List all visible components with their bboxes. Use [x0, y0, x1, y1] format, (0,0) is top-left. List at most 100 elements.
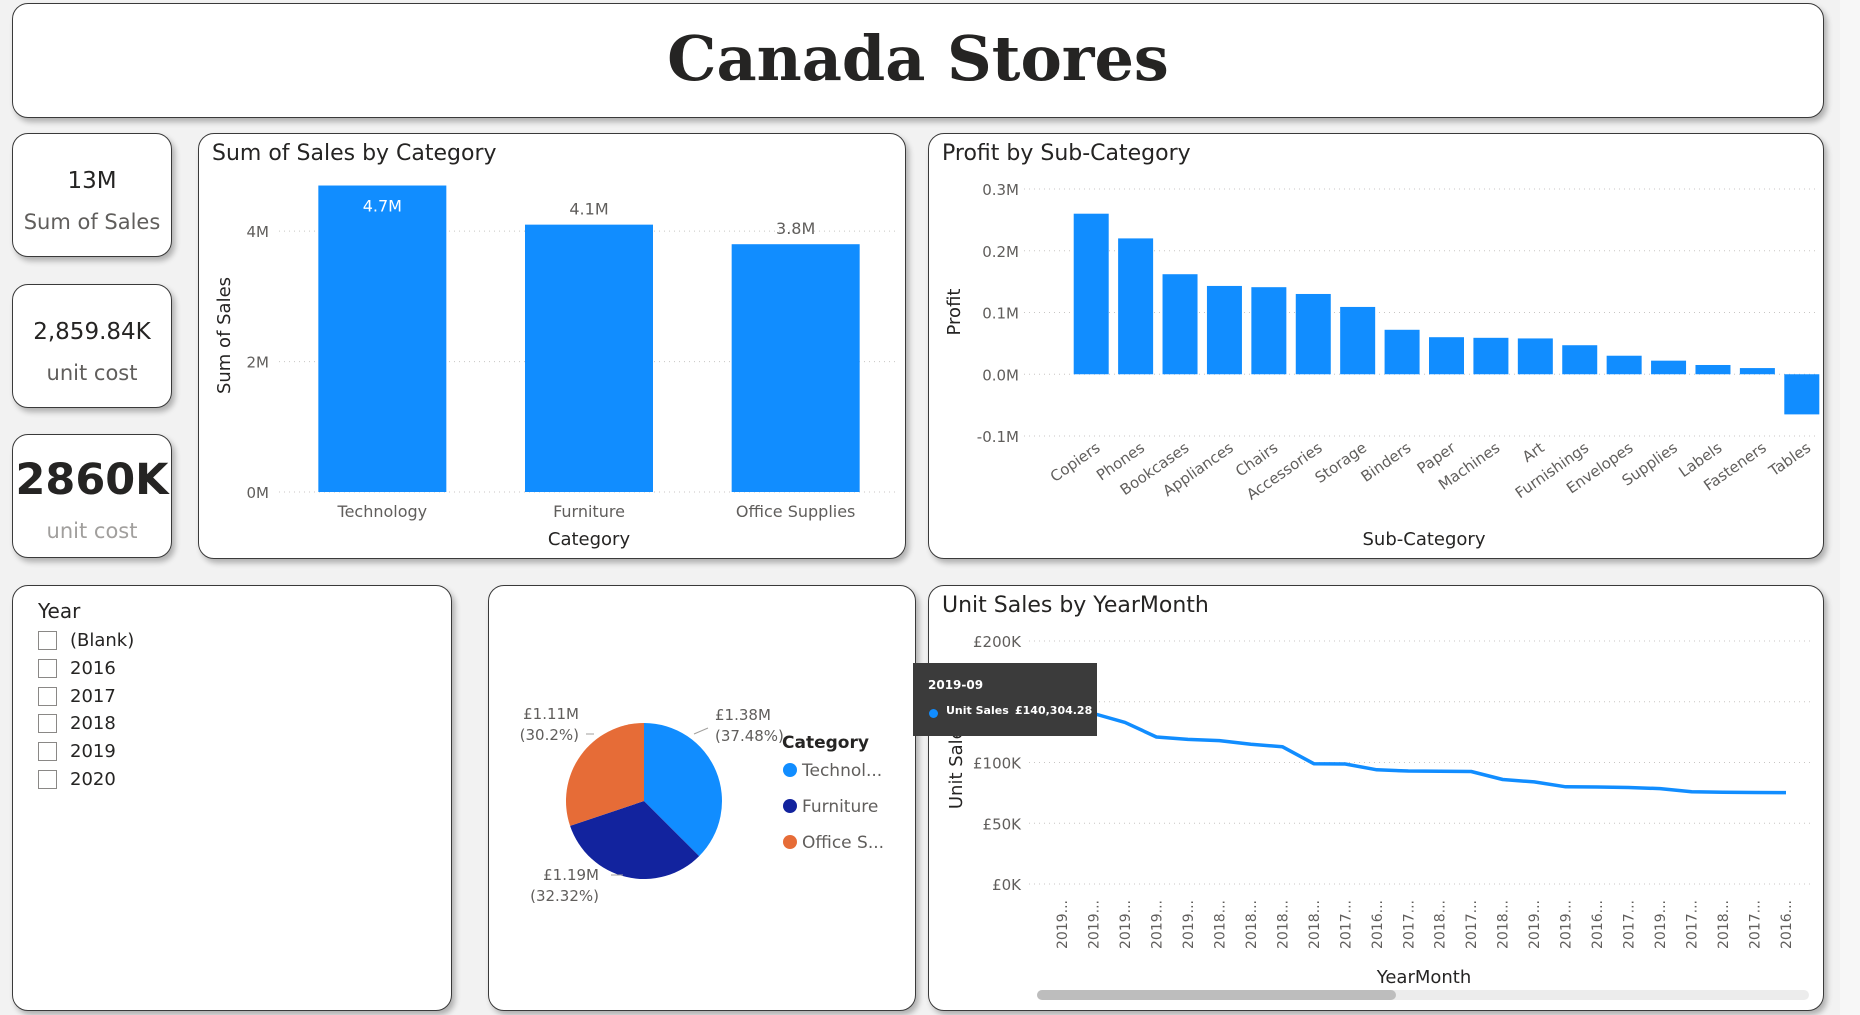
legend-label: Technol... [801, 761, 882, 781]
legend-label: Furniture [802, 797, 878, 817]
slicer-option-label: 2017 [70, 685, 116, 707]
data-label: 3.8M [776, 219, 815, 238]
slice-pct-label: (30.2%) [520, 726, 579, 744]
x-tick-label: 2018... [1275, 900, 1291, 949]
pie-slice [570, 801, 700, 879]
slicer-option-2018[interactable]: 2018 [38, 711, 116, 735]
legend-label: Office S... [802, 833, 884, 853]
slicer-option-2019[interactable]: 2019 [38, 739, 116, 763]
x-tick-label: 2017... [1748, 900, 1764, 949]
slicer-option-2016[interactable]: 2016 [38, 656, 116, 680]
y-tick-label: 0M [247, 484, 270, 502]
year-slicer-card[interactable]: Year (Blank) 2016 2017 2018 2019 2020 [12, 585, 452, 1011]
kpi-card-unit-cost-large[interactable]: 2860K unit cost [12, 434, 172, 558]
bar [1384, 329, 1420, 375]
checkbox[interactable] [38, 658, 57, 678]
x-axis-title: Sub-Category [1363, 529, 1486, 550]
x-tick-label: 2016... [1590, 900, 1606, 949]
kpi-label: unit cost [46, 361, 138, 385]
x-tick-label: 2019... [1149, 900, 1165, 949]
bar [1429, 337, 1464, 375]
checkbox[interactable] [38, 686, 57, 706]
x-axis-title: Category [548, 529, 631, 550]
y-axis-title: Unit Sales [946, 719, 967, 809]
chart-tooltip: 2019-09 Unit Sales £140,304.28 [913, 663, 1097, 736]
slicer-option-2017[interactable]: 2017 [38, 684, 116, 708]
x-tick-label: Art [1519, 438, 1548, 466]
bar [1651, 360, 1687, 375]
page-title: Canada Stores [667, 22, 1169, 95]
scrollbar-thumb[interactable] [1037, 990, 1396, 1000]
slicer-option-label: 2018 [70, 712, 116, 734]
series-line [1061, 702, 1787, 795]
visual-title: Profit by Sub-Category [942, 141, 1191, 166]
horizontal-scrollbar[interactable] [1037, 990, 1809, 1000]
x-tick-label: 2018... [1307, 900, 1323, 949]
x-tick-label: 2017... [1464, 900, 1480, 949]
unit-sales-card[interactable]: Unit Sales by YearMonth £0K £50K £100K £200… [928, 585, 1824, 1011]
y-tick-label: 0.1M [982, 305, 1019, 323]
bar [1340, 306, 1376, 375]
x-tick-label: Furniture [553, 502, 625, 521]
tooltip-value: £140,304.28 [1015, 704, 1093, 717]
x-tick-label: 2018... [1212, 900, 1228, 949]
x-tick-label: 2016... [1779, 900, 1795, 949]
y-tick-label: 0.2M [982, 243, 1019, 261]
y-tick-label: 0.3M [982, 181, 1019, 199]
y-tick-label: 4M [247, 223, 270, 241]
bar [731, 244, 860, 492]
kpi-value: 13M [67, 168, 117, 194]
x-tick-label: 2017... [1338, 900, 1354, 949]
y-axis-title: Sum of Sales [214, 277, 235, 394]
y-tick-label: £100K [973, 755, 1022, 773]
bar [1206, 285, 1242, 375]
slicer-option-blank[interactable]: (Blank) [38, 628, 134, 652]
sales-by-category-card[interactable]: Sum of Sales by Category 0M 2M 4M 4.7M Techn… [198, 133, 906, 559]
slicer-option-label: 2019 [70, 740, 116, 762]
kpi-value: 2,859.84K [33, 319, 151, 345]
checkbox[interactable] [38, 713, 57, 733]
x-tick-label: 2016... [1370, 900, 1386, 949]
unit-sales-chart: £0K £50K £100K £200K 2019... 2019... 2019... 20… [946, 633, 1814, 988]
legend-title: Category [782, 733, 869, 753]
checkbox[interactable] [38, 769, 57, 789]
slice-value-label: £1.11M [523, 705, 579, 723]
sales-by-category-chart: 0M 2M 4M 4.7M Technology 4.1M Furniture 3.8M Off… [214, 185, 899, 550]
x-tick-label: 2017... [1622, 900, 1638, 949]
checkbox[interactable] [38, 741, 57, 761]
slicer-option-label: 2016 [70, 657, 116, 679]
profit-by-subcategory-card[interactable]: Profit by Sub-Category -0.1M 0.0M 0.1M 0.2M… [928, 133, 1824, 559]
kpi-card-sales[interactable]: 13M Sum of Sales [12, 133, 172, 257]
kpi-card-unit-cost[interactable]: 2,859.84K unit cost [12, 284, 172, 408]
x-tick-label: Binders [1358, 438, 1415, 485]
x-tick-label: 2019... [1653, 900, 1669, 949]
bar [1162, 274, 1198, 375]
kpi-value: 2860K [15, 455, 169, 505]
bar [1473, 337, 1509, 375]
leader-line [693, 727, 709, 735]
x-tick-label: 2019... [1559, 900, 1575, 949]
checkbox[interactable] [38, 630, 57, 650]
category-pie-chart: £1.38M (37.48%) £1.19M (32.32%) £1.11M (30.2%… [520, 705, 884, 905]
x-tick-label: 2018... [1496, 900, 1512, 949]
y-tick-label: 2M [247, 354, 270, 372]
x-tick-label: Storage [1312, 439, 1370, 487]
slice-value-label: £1.19M [543, 866, 599, 884]
x-tick-label: Office Supplies [736, 502, 855, 521]
y-tick-label: £200K [973, 633, 1022, 651]
x-tick-label: 2019... [1118, 900, 1134, 949]
x-tick-label: 2018... [1433, 900, 1449, 949]
slice-value-label: £1.38M [715, 706, 771, 724]
pie-slice [644, 723, 722, 857]
legend-marker-icon [783, 799, 797, 813]
slicer-option-2020[interactable]: 2020 [38, 767, 116, 791]
x-tick-label: Tables [1765, 438, 1814, 480]
profit-by-subcategory-chart: -0.1M0.0M0.1M0.2M0.3MCopiersPhonesBookca… [944, 181, 1820, 550]
y-tick-label: £0K [992, 876, 1022, 894]
bar [1562, 345, 1598, 375]
x-tick-label: Technology [337, 502, 428, 521]
category-pie-card[interactable]: £1.38M (37.48%) £1.19M (32.32%) £1.11M (30.2%… [488, 585, 916, 1011]
tooltip-dot-icon [929, 709, 938, 718]
slicer-title: Year [38, 599, 81, 623]
tooltip-header: 2019-09 [928, 678, 984, 692]
